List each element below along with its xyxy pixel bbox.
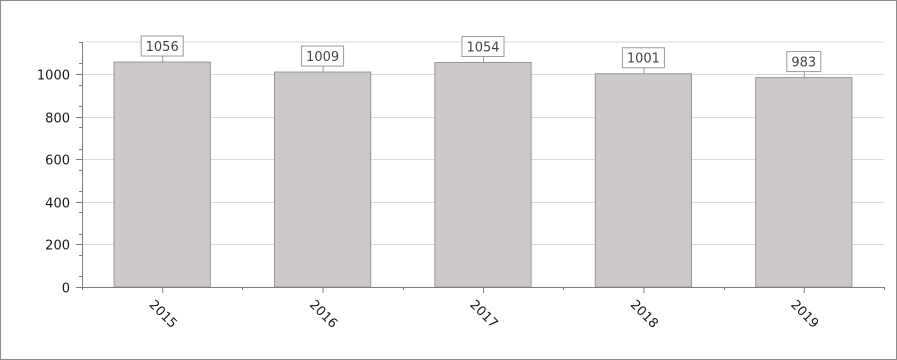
data-label-box bbox=[461, 35, 505, 57]
x-tick-label: 2017 bbox=[466, 298, 500, 332]
y-tick-label: 1000 bbox=[37, 69, 70, 84]
y-tick-label: 800 bbox=[45, 112, 70, 127]
data-label: 983 bbox=[791, 56, 816, 71]
y-tick-label: 0 bbox=[62, 282, 70, 297]
y-tick-label: 200 bbox=[45, 239, 70, 254]
y-tick-label: 600 bbox=[45, 154, 70, 169]
bar-2017 bbox=[434, 61, 532, 288]
data-label-box bbox=[621, 47, 665, 69]
x-tick-label: 2015 bbox=[146, 298, 180, 332]
data-label: 1054 bbox=[466, 40, 499, 55]
bar-2016 bbox=[273, 71, 372, 288]
data-label: 1056 bbox=[146, 40, 179, 55]
bars bbox=[113, 61, 853, 288]
axes bbox=[76, 42, 885, 293]
x-tick-label: 2016 bbox=[306, 298, 340, 332]
x-tick-label: 2018 bbox=[627, 298, 661, 332]
data-label: 1009 bbox=[306, 50, 339, 65]
data-labels: 1056 1009 1054 1001 983 bbox=[140, 35, 822, 78]
data-label-box bbox=[301, 45, 345, 67]
bar-2018 bbox=[594, 73, 693, 288]
data-label: 1001 bbox=[627, 52, 660, 67]
bar-2015 bbox=[113, 61, 211, 288]
y-tick-labels: 0 200 400 600 800 1000 bbox=[37, 69, 70, 297]
y-tick-label: 400 bbox=[45, 197, 70, 212]
bar-2019 bbox=[755, 77, 853, 288]
x-tick-label: 2019 bbox=[787, 298, 821, 332]
x-tick-labels: 2015 2016 2017 2018 2019 bbox=[146, 298, 822, 332]
data-label-box bbox=[140, 35, 184, 57]
data-label-box bbox=[786, 51, 822, 73]
